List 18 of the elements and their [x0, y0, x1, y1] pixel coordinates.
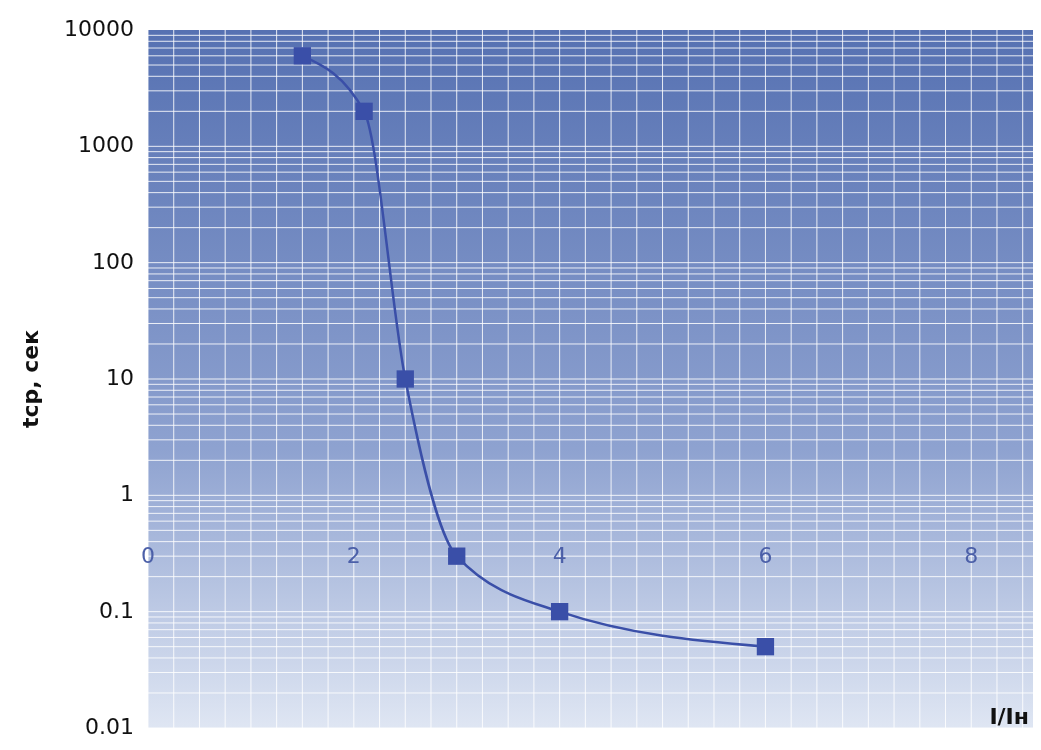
- point: [293, 47, 312, 65]
- x-tick-label: 2: [346, 542, 361, 568]
- point: [550, 603, 569, 621]
- y-tick-label: 100: [92, 248, 134, 274]
- y-tick-label: 1000: [78, 132, 134, 158]
- y-tick-label: 10000: [64, 16, 134, 41]
- point: [756, 638, 775, 656]
- x-tick-label: 8: [964, 542, 979, 568]
- y-tick-label: 10: [106, 365, 134, 390]
- y-tick-label: 0.1: [99, 597, 134, 623]
- y-tick-label: 0.01: [85, 714, 134, 739]
- y-axis-title: tcр, сек: [18, 329, 43, 429]
- point: [396, 370, 414, 388]
- x-axis-title: I/Iн: [989, 704, 1029, 729]
- point: [448, 547, 466, 565]
- point: [355, 102, 373, 120]
- y-tick-label: 1: [120, 481, 134, 507]
- x-tick-label: 0: [141, 542, 155, 568]
